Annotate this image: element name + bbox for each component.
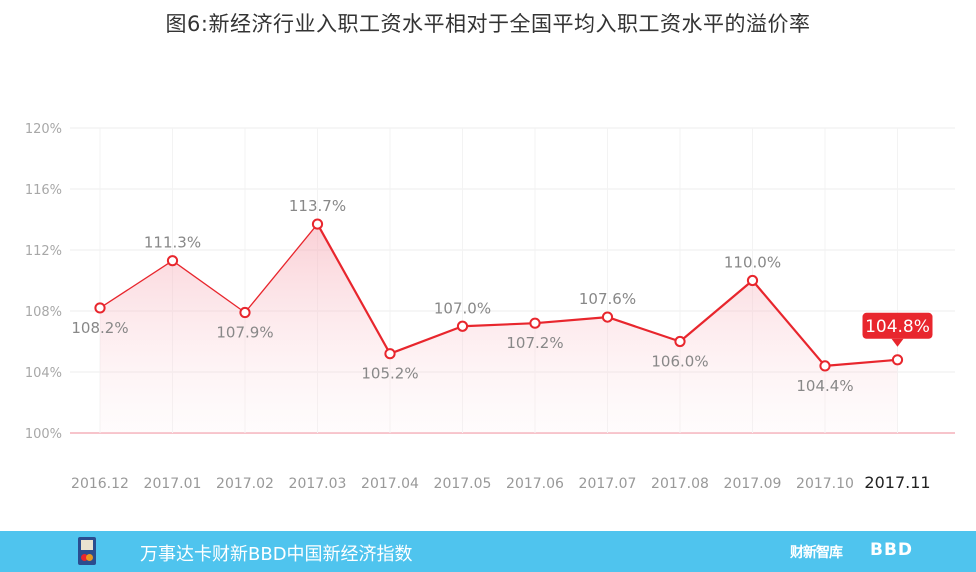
data-point (601, 311, 614, 323)
data-label: 113.7% (289, 197, 346, 215)
data-label: 111.3% (144, 234, 201, 252)
bbd-brand-logo: BBD (870, 540, 914, 560)
series-line-segment (171, 260, 246, 314)
x-tick-label: 2017.05 (434, 476, 492, 492)
chart-title: 图6:新经济行业入职工资水平相对于全国平均入职工资水平的溢价率 (165, 12, 811, 36)
data-label: 107.0% (434, 299, 491, 317)
data-point (166, 255, 179, 267)
data-label: 106.0% (651, 353, 708, 371)
series-line-segment (823, 358, 899, 367)
y-tick-label: 100% (25, 427, 62, 442)
series-line-segment (316, 222, 392, 355)
series-line-segment (388, 325, 464, 355)
x-tick-label: 2017.11 (864, 473, 930, 492)
y-tick-label: 116% (25, 183, 62, 198)
series-area (100, 224, 898, 433)
x-tick-label: 2017.08 (651, 476, 709, 492)
y-tick-label: 108% (25, 305, 62, 320)
series-line-segment (244, 223, 319, 314)
data-label-highlight: 104.8% (865, 317, 930, 337)
x-tick-label: 2017.06 (506, 476, 564, 492)
x-tick-label: 2017.10 (796, 476, 854, 492)
series-line-segment (678, 279, 754, 343)
mastercard-card-icon (78, 537, 96, 565)
series-line-segment (606, 316, 682, 343)
y-tick-label: 104% (25, 366, 62, 381)
data-point (239, 306, 251, 319)
data-label: 107.6% (579, 290, 636, 308)
series-line-segment (751, 279, 827, 367)
x-tick-label: 2017.02 (216, 476, 274, 492)
caixin-brand-logo: 财新智库 (790, 545, 843, 561)
data-label: 110.0% (724, 254, 781, 272)
y-tick-label: 112% (25, 244, 62, 259)
footer-title: 万事达卡财新BBD中国新经济指数 (140, 544, 413, 565)
data-label: 107.2% (506, 334, 563, 352)
x-tick-label: 2017.03 (289, 476, 347, 492)
y-tick-label: 120% (25, 122, 62, 137)
data-label: 105.2% (361, 365, 418, 383)
footer-bar: 万事达卡财新BBD中国新经济指数 财新智库 BBD (0, 531, 976, 572)
data-point (746, 274, 759, 287)
data-point (891, 354, 904, 366)
data-point (384, 348, 396, 360)
data-point (674, 335, 686, 348)
data-point (311, 218, 324, 230)
series-line-segment (461, 322, 537, 328)
chart-plot: 108.2% 111.3% 107.9% 113.7% 105.2% 107.0% 107.… (25, 122, 955, 492)
x-tick-label: 2017.04 (361, 476, 419, 492)
callout-pointer (891, 338, 904, 347)
series-line-segment (533, 316, 609, 325)
data-label: 107.9% (216, 324, 273, 342)
series-line-segment (99, 260, 174, 309)
data-point (819, 360, 831, 372)
x-tick-label: 2016.12 (71, 476, 129, 492)
x-tick-label: 2017.09 (724, 476, 782, 492)
data-point (94, 302, 106, 314)
data-point (529, 317, 541, 329)
x-tick-label: 2017.07 (579, 476, 637, 492)
data-label: 104.4% (796, 377, 853, 395)
data-point (456, 320, 469, 332)
data-label: 108.2% (71, 319, 128, 337)
callout-box (862, 312, 933, 339)
x-tick-label: 2017.01 (144, 476, 202, 492)
